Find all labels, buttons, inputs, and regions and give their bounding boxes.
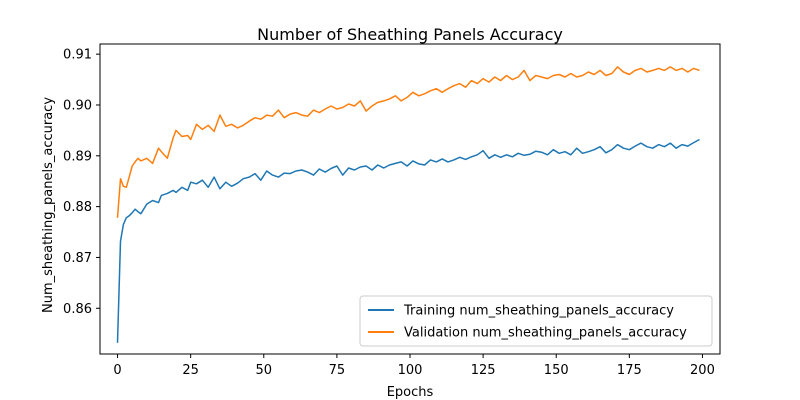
y-tick-label: 0.87 [63, 251, 92, 266]
legend-label: Training num_sheathing_panels_accuracy [403, 304, 674, 319]
x-tick-label: 75 [329, 363, 346, 378]
x-tick-label: 25 [182, 363, 199, 378]
y-tick-label: 0.90 [63, 98, 92, 113]
y-tick-label: 0.89 [63, 149, 92, 164]
x-tick-label: 200 [690, 363, 715, 378]
x-tick-label: 125 [471, 363, 496, 378]
x-axis: 0 25 50 75 100 125 150 175 200 [113, 354, 715, 378]
x-tick-label: 50 [256, 363, 273, 378]
series-layer [116, 66, 700, 343]
legend-label: Validation num_sheathing_panels_accuracy [404, 326, 687, 341]
x-axis-title: Epochs [387, 385, 434, 400]
y-tick-label: 0.88 [63, 200, 92, 215]
series-line-training [116, 138, 700, 343]
x-tick-label: 100 [398, 363, 423, 378]
series-line-validation [116, 66, 700, 218]
y-axis-title: Num_sheathing_panels_accuracy [41, 97, 56, 313]
y-tick-label: 0.91 [63, 48, 92, 63]
chart-title: Number of Sheathing Panels Accuracy [257, 25, 563, 44]
x-tick-label: 175 [617, 363, 642, 378]
legend: Training num_sheathing_panels_accuracy Va… [359, 295, 713, 347]
y-axis: 0.86 0.87 0.88 0.89 0.90 0.91 [63, 48, 100, 317]
x-tick-label: 0 [113, 363, 121, 378]
x-tick-label: 150 [544, 363, 569, 378]
legend-box [359, 295, 713, 347]
y-tick-label: 0.86 [63, 302, 92, 317]
